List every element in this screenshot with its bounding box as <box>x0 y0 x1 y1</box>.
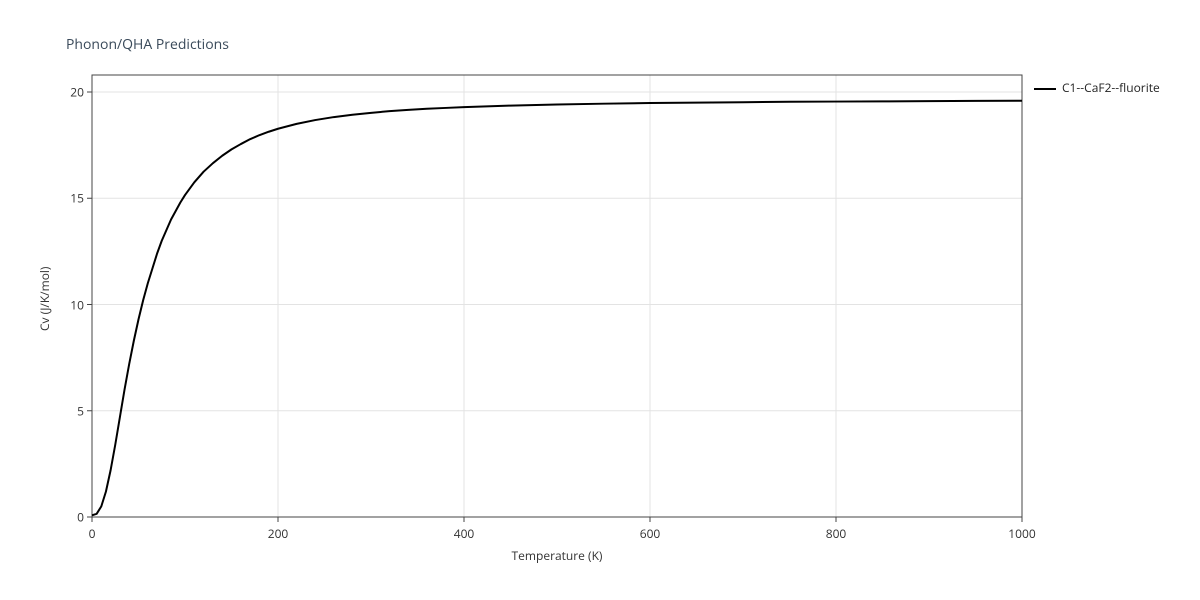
y-tick-label: 10 <box>70 296 84 313</box>
x-tick-label: 600 <box>640 525 661 542</box>
y-axis-label: Cv (J/K/mol) <box>36 267 53 331</box>
y-tick-label: 20 <box>70 84 84 101</box>
x-tick-label: 400 <box>454 525 475 542</box>
y-tick-label: 15 <box>70 190 84 207</box>
chart-title: Phonon/QHA Predictions <box>66 35 229 54</box>
plot-svg <box>82 65 1032 527</box>
x-tick-label: 800 <box>826 525 847 542</box>
y-tick-label: 5 <box>77 402 84 419</box>
legend-swatch <box>1034 79 1056 96</box>
chart-container: Phonon/QHA Predictions Temperature (K) C… <box>0 0 1200 600</box>
x-tick-label: 1000 <box>1008 525 1035 542</box>
legend: C1--CaF2--fluorite <box>1034 79 1160 96</box>
y-tick-label: 0 <box>77 509 84 526</box>
legend-label: C1--CaF2--fluorite <box>1062 79 1160 96</box>
x-axis-label: Temperature (K) <box>512 547 603 564</box>
x-tick-label: 0 <box>89 525 96 542</box>
x-tick-label: 200 <box>268 525 289 542</box>
